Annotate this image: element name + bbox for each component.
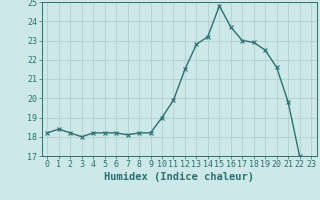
X-axis label: Humidex (Indice chaleur): Humidex (Indice chaleur) bbox=[104, 172, 254, 182]
